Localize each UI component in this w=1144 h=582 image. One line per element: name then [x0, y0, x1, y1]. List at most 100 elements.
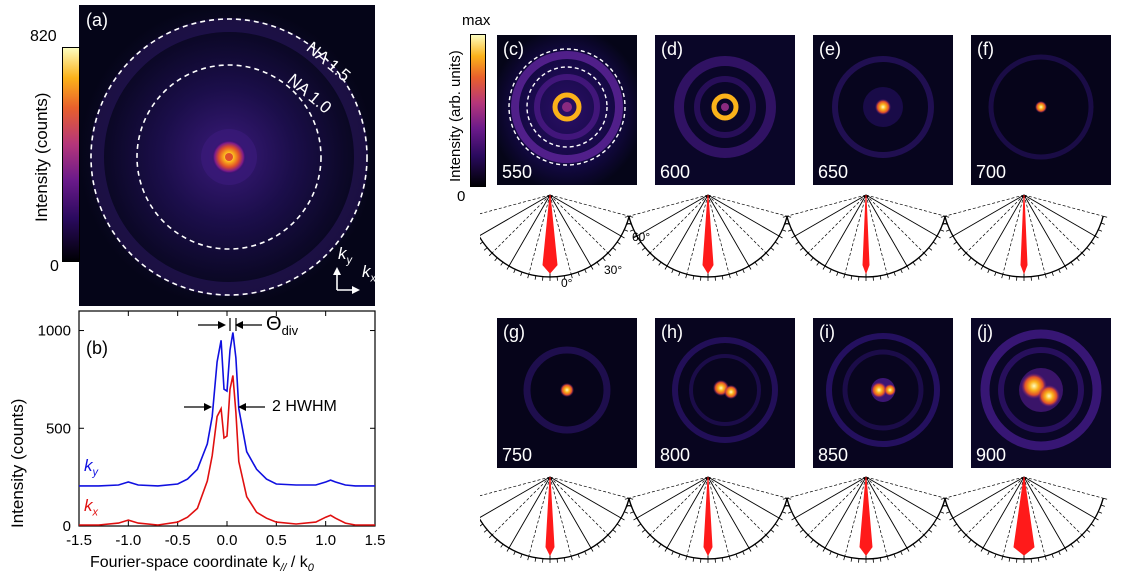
polar-plot	[940, 194, 1108, 281]
tile-e-label: (e)	[819, 39, 841, 59]
tile-c-wavelength: 550	[502, 162, 533, 182]
polar-spoke	[480, 476, 551, 497]
polar-spoke	[982, 476, 1025, 549]
colorbar-c-max: max	[462, 12, 491, 29]
polar-spoke	[549, 476, 630, 499]
polar-spoke	[1023, 194, 1046, 275]
polar-spoke	[865, 194, 925, 254]
tile-g-wavelength: 750	[502, 445, 533, 465]
polar-spoke	[549, 194, 630, 217]
colorbar-c-min: 0	[457, 188, 466, 205]
polar-spoke	[549, 194, 609, 254]
tile-f-wavelength: 700	[976, 162, 1007, 182]
polar-spoke	[707, 194, 788, 217]
intensity-profile-chart: -1.5 -1.0 -0.5 0.0 0.5 1.0 1.5 0 500 1000	[38, 310, 385, 549]
polar-spoke	[1002, 476, 1025, 557]
polar-spoke	[1023, 476, 1096, 519]
x-tick-label: -1.5	[66, 532, 92, 549]
polar-spoke	[707, 194, 750, 267]
hwhm-label: 2 HWHM	[272, 398, 337, 415]
polar-spoke	[1023, 476, 1046, 557]
polar-spoke	[628, 194, 709, 217]
polar-spoke	[549, 194, 592, 267]
tile-g-label: (g)	[503, 322, 525, 342]
theta-div-label: Θdiv	[266, 313, 299, 338]
polar-spoke	[865, 476, 946, 499]
tile-i-label: (i)	[819, 322, 835, 342]
polar-spoke	[952, 476, 1025, 519]
polar-spoke	[636, 476, 709, 519]
plot-frame	[78, 310, 376, 527]
tile-f-label: (f)	[977, 39, 994, 59]
polar-plot	[624, 476, 792, 563]
emission-lobe	[1020, 194, 1028, 275]
polar-spoke	[666, 476, 709, 549]
tile-j: (j) 900	[971, 318, 1111, 468]
tile-h: (h) 800	[655, 318, 795, 468]
tile-d-label: (d)	[661, 39, 683, 59]
polar-spoke	[480, 194, 551, 215]
colorbar-a	[62, 47, 80, 262]
series-ky-label: ky	[84, 456, 98, 479]
polar-spoke	[549, 476, 572, 557]
polar-spoke	[549, 476, 609, 536]
polar-spoke	[807, 476, 867, 536]
x-tick-label: 0.0	[217, 532, 238, 549]
polar-spoke	[1023, 194, 1104, 217]
polar-spoke	[528, 194, 551, 275]
polar-spoke	[1023, 194, 1066, 267]
polar-spoke	[794, 476, 867, 519]
series-line-kx	[79, 375, 375, 526]
polar-plot	[480, 476, 634, 563]
panel-a-label: (a)	[86, 10, 108, 30]
panel-b-label: (b)	[86, 338, 108, 358]
polar-spoke	[549, 476, 622, 519]
tile-e: (e) 650	[813, 35, 953, 185]
x-tick-label: -0.5	[165, 532, 191, 549]
tile-c-label: (c)	[503, 39, 524, 59]
polar-spoke	[707, 476, 788, 499]
polar-spoke	[865, 476, 908, 549]
polar-spoke	[491, 194, 551, 254]
polar-spoke	[707, 476, 730, 557]
polar-label-60: 60°	[632, 230, 651, 244]
emission-lobe	[545, 476, 555, 557]
polar-spoke	[794, 194, 867, 237]
series-line-ky	[79, 332, 375, 487]
polar-plots-row2	[480, 476, 1108, 563]
tile-d: (d) 600	[655, 35, 795, 185]
emission-lobe	[702, 194, 714, 274]
polar-arc	[480, 498, 630, 560]
y-tick-label: 0	[63, 518, 71, 535]
na-1p5-circle	[90, 18, 368, 296]
emission-lobe	[1013, 476, 1035, 556]
polar-spoke	[965, 476, 1025, 536]
colorbar-c	[470, 34, 486, 187]
polar-spoke	[1023, 476, 1104, 499]
colorbar-a-max: 820	[30, 28, 57, 45]
polar-spoke	[865, 194, 946, 217]
tile-j-wavelength: 900	[976, 445, 1007, 465]
polar-spoke	[1023, 476, 1066, 549]
polar-spoke	[865, 476, 888, 557]
polar-spoke	[865, 476, 938, 519]
polar-plot	[782, 476, 950, 563]
x-axis-title: Fourier-space coordinate k// / k0	[90, 554, 314, 575]
polar-spoke	[508, 194, 551, 267]
polar-spoke	[480, 476, 551, 518]
polar-plot	[480, 194, 634, 281]
polar-spoke	[491, 476, 551, 536]
polar-spoke	[686, 476, 709, 557]
polar-spoke	[844, 194, 867, 275]
y-tick-label: 500	[46, 420, 71, 437]
series-kx-label: kx	[84, 496, 98, 519]
polar-spoke	[549, 194, 622, 237]
polar-spoke	[636, 194, 709, 237]
polar-spoke	[480, 194, 551, 236]
polar-spoke	[952, 194, 1025, 237]
polar-spoke	[824, 194, 867, 267]
tile-h-label: (h)	[661, 322, 683, 342]
y-tick-label: 1000	[38, 323, 71, 340]
polar-spoke	[707, 476, 767, 536]
emission-lobe	[542, 194, 558, 274]
